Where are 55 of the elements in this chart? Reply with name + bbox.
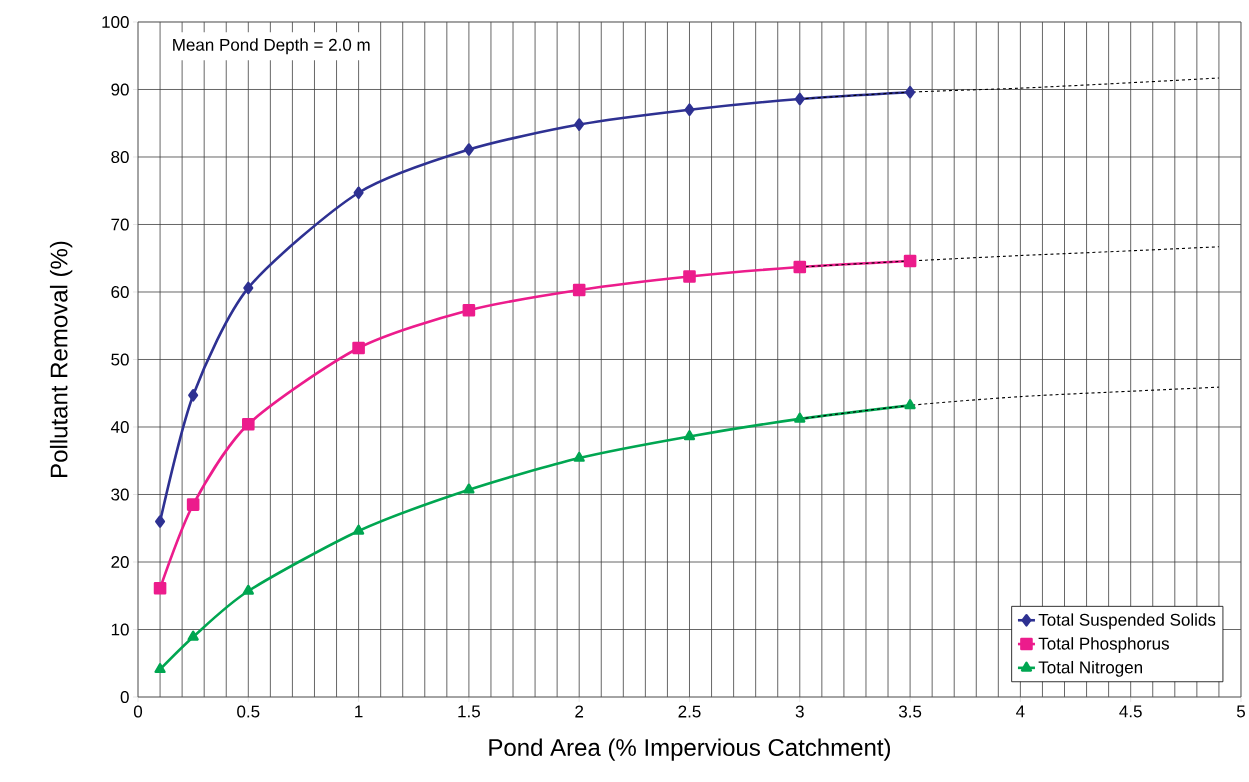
y-tick-label: 70 (111, 218, 129, 231)
point (352, 341, 365, 355)
point (242, 584, 254, 595)
point (188, 388, 199, 402)
point (793, 260, 807, 274)
x-tick-label: 1 (355, 705, 363, 718)
x-tick-label: 1.5 (458, 705, 480, 718)
point (904, 399, 916, 410)
legend-label: Total Suspended Solids (1038, 613, 1216, 630)
x-tick-label: 0 (133, 705, 143, 718)
point (154, 663, 166, 674)
point (903, 254, 917, 268)
y-tick-label: 80 (111, 150, 129, 164)
annotation: Mean Pond Depth = 2.0 m (173, 38, 370, 55)
point (155, 515, 166, 528)
y-tick-label: 10 (111, 623, 129, 636)
y-tick-label: 50 (111, 353, 129, 366)
x-tick-label: 2 (575, 705, 584, 718)
x-tick-label: 2.5 (678, 705, 701, 718)
point (243, 281, 254, 295)
point (683, 430, 696, 441)
y-tick-label: 20 (111, 555, 129, 569)
y-tick-label: 90 (111, 83, 129, 96)
point (574, 118, 585, 131)
point (463, 143, 474, 156)
point (684, 103, 695, 117)
y-axis-title: Pollutant Removal (%) (49, 241, 73, 477)
x-tick-label: 3 (795, 705, 804, 718)
point (462, 303, 476, 317)
x-axis-title: Pond Area (% Impervious Catchment) (489, 738, 891, 761)
point (794, 92, 805, 106)
y-tick-label: 30 (111, 488, 129, 501)
x-tick-label: 3.5 (898, 705, 922, 718)
point (573, 451, 585, 462)
point (463, 483, 475, 494)
point (153, 582, 167, 595)
point (905, 85, 916, 99)
point (353, 186, 364, 200)
point (794, 412, 806, 423)
legend-label: Total Nitrogen (1038, 660, 1142, 677)
point (186, 498, 200, 511)
point (683, 270, 696, 283)
y-tick-label: 0 (120, 690, 129, 704)
x-tick-label: 5 (1236, 705, 1245, 718)
point (242, 418, 255, 431)
x-tick-label: 4.5 (1119, 705, 1142, 718)
y-tick-label: 100 (102, 15, 129, 29)
y-tick-label: 40 (110, 420, 129, 434)
x-tick-label: 0.5 (237, 705, 260, 718)
y-tick-label: 60 (111, 285, 129, 299)
x-tick-label: 4 (1016, 705, 1025, 718)
point (187, 630, 199, 641)
point (572, 283, 586, 297)
legend-label: Total Phosphorus (1038, 637, 1169, 653)
point (352, 524, 365, 535)
